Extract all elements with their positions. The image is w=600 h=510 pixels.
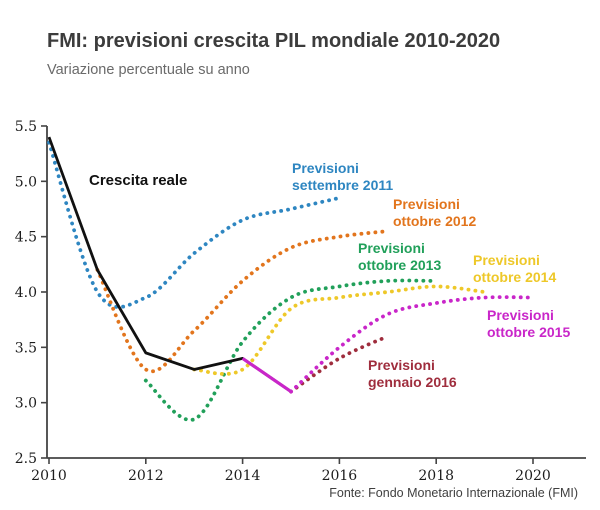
- series-oct2015-dotted-line: [289, 295, 535, 394]
- series-oct2014-dotted-line: [192, 284, 487, 376]
- series-sep2011-dotted-line: [47, 140, 342, 309]
- x-tick-label: 2010: [31, 468, 67, 484]
- y-tick-label: 2.5: [15, 451, 37, 467]
- y-tick-label: 4.0: [15, 285, 37, 301]
- series-label-oct2014: Previsioni ottobre 2014: [473, 252, 557, 286]
- page-subtitle: Variazione percentuale su anno: [47, 62, 250, 78]
- x-tick-label: 2014: [225, 468, 261, 484]
- series-oct2013-dotted-line: [143, 278, 439, 422]
- source-note: Fonte: Fondo Monetario Internazionale (F…: [329, 486, 578, 500]
- series-oct2012-dotted-line: [95, 229, 390, 374]
- series-label-jan2016: Previsioni gennaio 2016: [368, 357, 457, 391]
- x-tick-label: 2016: [322, 468, 358, 484]
- series-label-sep2011: Previsioni settembre 2011: [292, 160, 394, 194]
- series-label-oct2012: Previsioni ottobre 2012: [393, 196, 477, 230]
- y-tick-label: 3.0: [15, 396, 37, 412]
- series-label-oct2013: Previsioni ottobre 2013: [358, 240, 442, 274]
- x-tick-label: 2020: [515, 468, 551, 484]
- x-tick-label: 2012: [128, 468, 164, 484]
- y-tick-label: 5.5: [15, 119, 37, 135]
- y-tick-label: 4.5: [15, 230, 37, 246]
- series-label-oct2015: Previsioni ottobre 2015: [487, 307, 571, 341]
- series-jan2016-dotted-line: [289, 334, 390, 394]
- page-title: FMI: previsioni crescita PIL mondiale 20…: [47, 30, 501, 52]
- y-tick-label: 5.0: [15, 174, 37, 190]
- series-oct2015-solid-line: [241, 357, 292, 393]
- series-label-actual: Crescita reale: [89, 172, 188, 189]
- y-tick-label: 3.5: [15, 340, 37, 356]
- x-tick-label: 2018: [418, 468, 454, 484]
